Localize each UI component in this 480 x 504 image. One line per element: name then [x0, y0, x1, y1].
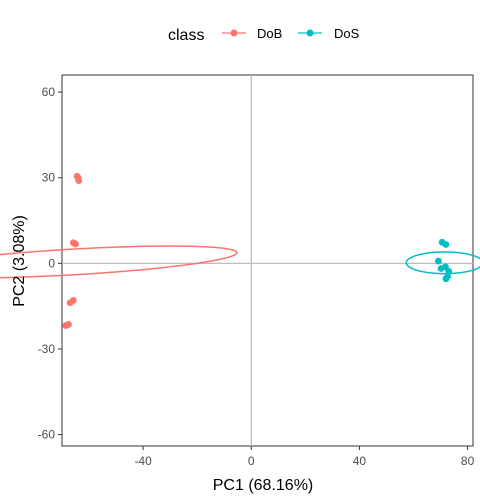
legend: class DoB DoS [168, 26, 360, 44]
y-tick-label: -30 [38, 342, 56, 356]
data-points [62, 172, 453, 329]
point-dos [442, 241, 450, 248]
confidence-ellipses [0, 245, 480, 279]
y-tick-label: 60 [42, 85, 56, 99]
legend-item-dob: DoB [222, 26, 282, 41]
y-tick-label: 30 [42, 171, 56, 185]
legend-item-dos: DoS [298, 26, 360, 41]
point-dob [66, 299, 74, 307]
legend-key-dot-dos [306, 29, 314, 37]
point-dob [72, 240, 79, 248]
point-dos [434, 257, 442, 265]
point-dos [444, 273, 451, 280]
y-axis-ticks: -60 -30 0 30 60 [38, 85, 62, 442]
x-tick-label: 80 [461, 454, 475, 468]
point-dob [74, 174, 82, 182]
reference-lines [62, 75, 473, 446]
ellipse-dob [0, 245, 238, 279]
ellipse-dos [405, 251, 480, 275]
legend-label-dos: DoS [334, 26, 360, 41]
point-dos [445, 267, 453, 275]
x-tick-label: 0 [248, 454, 255, 468]
x-axis-ticks: -40 0 40 80 [134, 446, 475, 468]
point-dob [65, 321, 72, 328]
y-tick-label: 0 [48, 256, 55, 270]
plot-panel [61, 74, 474, 447]
y-tick-label: -60 [38, 428, 56, 442]
legend-key-dot-dob [230, 29, 238, 37]
x-tick-label: 40 [353, 454, 367, 468]
y-axis-title: PC2 (3.08%) [11, 215, 28, 307]
x-tick-label: -40 [134, 454, 152, 468]
legend-label-dob: DoB [257, 26, 282, 41]
legend-title: class [168, 27, 204, 44]
x-axis-title: PC1 (68.16%) [213, 477, 314, 494]
